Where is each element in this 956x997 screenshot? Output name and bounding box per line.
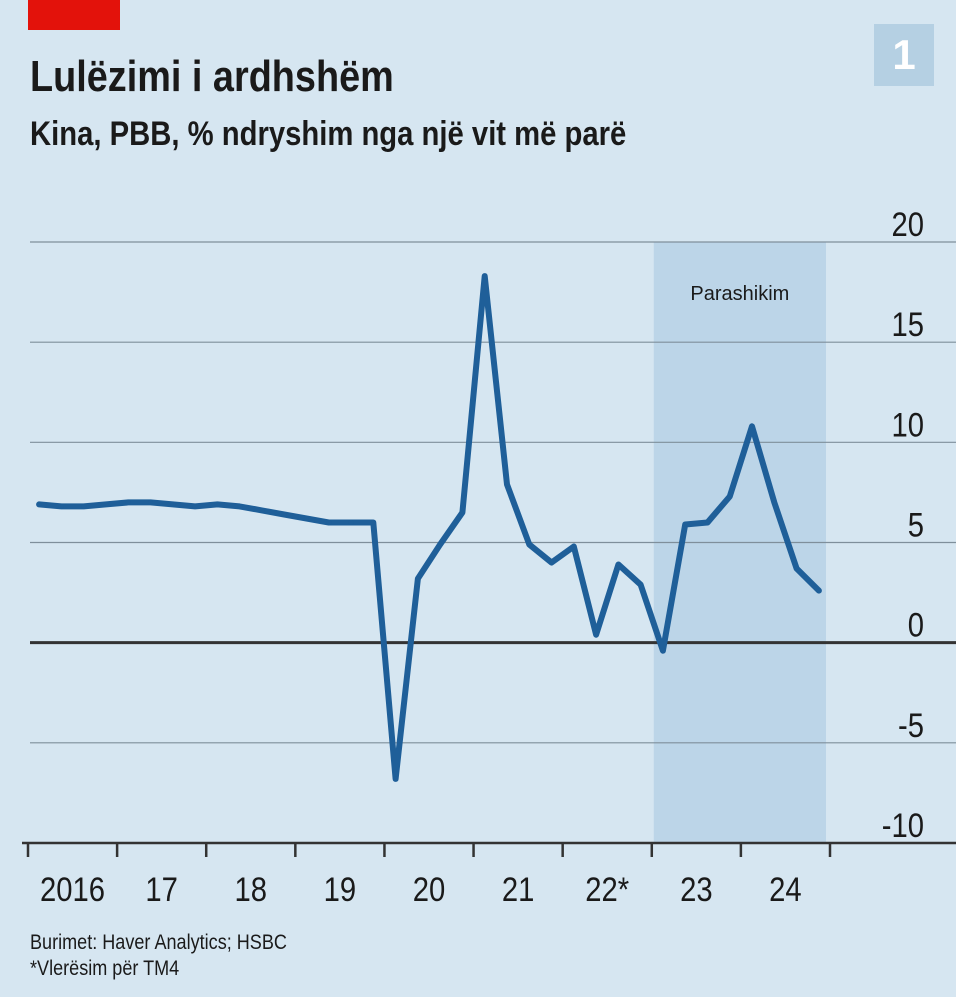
data-point [415,575,421,582]
source-note: Burimet: Haver Analytics; HSBC [30,931,287,954]
data-point [370,519,376,526]
data-point [348,519,354,526]
data-point [593,632,599,638]
data-point [147,499,154,506]
gdp-growth-line [36,273,822,782]
data-point [170,501,176,508]
data-point [727,493,733,500]
y-tick-label: 0 [908,606,924,645]
brand-tab [28,0,120,30]
data-point [682,521,688,528]
data-point [660,648,666,654]
data-point [437,541,443,548]
chart-number-badge: 1 [874,24,934,86]
chart-footer: Burimet: Haver Analytics; HSBC *Vlerësim… [30,930,287,982]
y-tick-label: -10 [882,806,924,845]
x-tick-label: 19 [324,870,357,909]
x-tick-label: 17 [145,870,178,909]
data-point [504,481,510,488]
data-point [192,503,198,510]
data-point [58,503,65,510]
data-point [125,499,131,506]
data-point [749,423,755,429]
data-point [638,581,644,588]
x-tick-label: 2016 [40,870,105,909]
data-point [548,559,555,566]
y-tick-label: 20 [891,205,924,244]
data-point [237,503,243,510]
x-tick-label: 23 [680,870,713,909]
chart-subtitle: Kina, PBB, % ndryshim nga një vit më par… [30,115,627,153]
data-point [526,541,532,548]
data-point [36,501,42,508]
x-tick-label: 22* [585,870,629,909]
x-tick-label: 24 [769,870,802,909]
data-point [259,507,265,514]
data-point [482,273,488,279]
data-point [214,501,220,508]
y-tick-label: 15 [891,305,924,344]
x-tick-label: 18 [235,870,268,909]
chart-title: Lulëzimi i ardhshëm [30,52,394,101]
data-point [816,587,822,594]
data-point [771,499,777,506]
y-tick-label: -5 [898,706,924,745]
y-tick-label: 10 [891,405,924,444]
x-tick-label: 21 [502,870,535,909]
data-point [459,509,466,516]
data-point [81,503,87,510]
forecast-label: Parashikim [690,283,789,305]
y-tick-label: 5 [908,505,924,544]
data-point [326,519,332,526]
data-point [615,561,621,568]
data-point [103,501,109,508]
data-point [571,543,577,550]
data-point [392,776,399,782]
data-point [281,511,287,518]
data-point [303,515,310,522]
data-point [793,565,800,572]
footnote: *Vlerësim për TM4 [30,957,180,980]
x-tick-label: 20 [413,870,446,909]
data-point [704,519,711,526]
